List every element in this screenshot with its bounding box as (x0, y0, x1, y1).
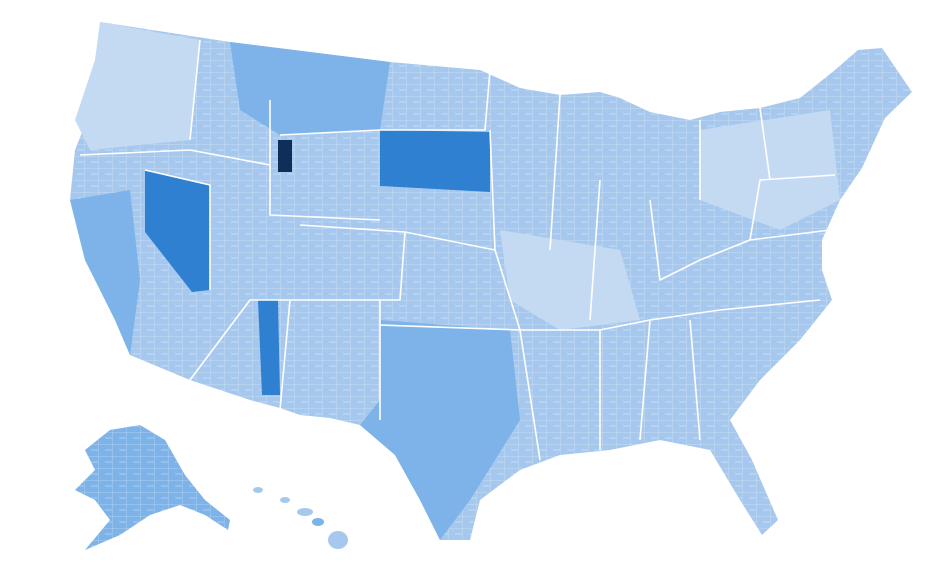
region (70, 190, 140, 355)
utah-strip (258, 300, 280, 395)
region (500, 230, 640, 330)
region (360, 320, 520, 540)
island (328, 531, 348, 549)
alaska-texture (75, 425, 230, 550)
south-dakota (380, 130, 490, 192)
island (312, 518, 324, 526)
wyoming-county (278, 140, 292, 172)
region (75, 22, 200, 150)
island (297, 508, 313, 516)
state-borders (79, 39, 836, 461)
nevada (145, 170, 210, 292)
island (253, 487, 263, 493)
region (700, 110, 840, 230)
hawaii (253, 487, 348, 549)
island (280, 497, 290, 503)
